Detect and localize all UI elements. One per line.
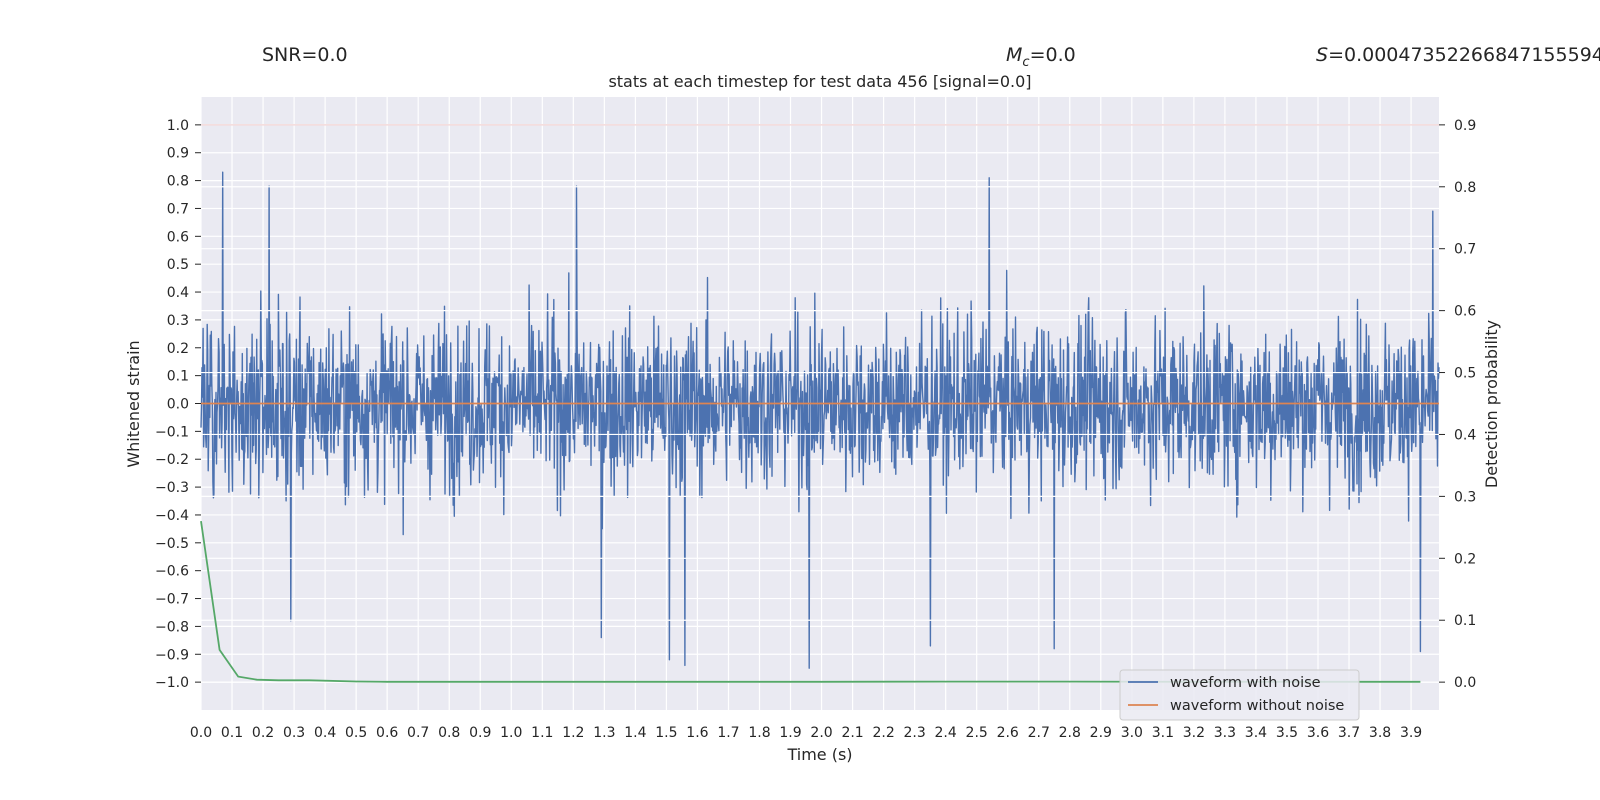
y-right-tick-label-2: 0.2 <box>1454 551 1476 567</box>
y-tick-label-0: −1.0 <box>155 675 189 691</box>
x-tick-label-20: 2.0 <box>810 725 832 741</box>
y-tick-label-14: 0.4 <box>167 285 189 301</box>
x-tick-label-12: 1.2 <box>562 725 584 741</box>
x-tick-label-23: 2.3 <box>904 725 926 741</box>
y-tick-label-9: −0.1 <box>155 424 189 440</box>
y-tick-label-19: 0.9 <box>167 146 189 162</box>
x-tick-labels: 0.0 0.1 0.2 0.3 0.4 0.5 0.6 0.7 0.8 0.9 1.0 1.1 1.2 1… <box>190 725 1422 741</box>
mc-label: Mc=0.0 <box>1006 44 1076 70</box>
y-right-tick-label-7: 0.7 <box>1454 242 1476 258</box>
y-right-tick-label-8: 0.8 <box>1454 180 1476 196</box>
y-right-tick-label-9: 0.9 <box>1454 118 1476 134</box>
x-axis-label: Time (s) <box>786 745 852 764</box>
x-tick-label-11: 1.1 <box>531 725 553 741</box>
x-tick-label-32: 3.2 <box>1183 725 1205 741</box>
x-tick-label-4: 0.4 <box>314 725 336 741</box>
mc-subscript: c <box>1022 55 1029 70</box>
y-tick-label-11: 0.1 <box>167 369 189 385</box>
y-tick-label-1: −0.9 <box>155 647 189 663</box>
x-tick-label-26: 2.6 <box>997 725 1019 741</box>
x-tick-label-14: 1.4 <box>624 725 646 741</box>
legend-label-waveform-with-noise: waveform with noise <box>1170 675 1321 691</box>
x-tick-label-13: 1.3 <box>593 725 615 741</box>
y-tick-label-13: 0.3 <box>167 313 189 329</box>
y-right-tick-labels: 0.0 0.1 0.2 0.3 0.4 0.5 0.6 0.7 0.8 0.9 <box>1439 118 1476 691</box>
y-tick-label-3: −0.7 <box>155 592 189 608</box>
y-tick-label-5: −0.5 <box>155 536 189 552</box>
right-axis-gridlines <box>201 124 1439 683</box>
x-tick-label-28: 2.8 <box>1059 725 1081 741</box>
x-tick-label-38: 3.8 <box>1369 725 1391 741</box>
x-tick-label-10: 1.0 <box>500 725 522 741</box>
x-tick-label-29: 2.9 <box>1090 725 1112 741</box>
x-tick-label-27: 2.7 <box>1028 725 1050 741</box>
y-tick-label-20: 1.0 <box>167 118 189 134</box>
y-tick-label-15: 0.5 <box>167 257 189 273</box>
x-tick-label-34: 3.4 <box>1245 725 1267 741</box>
y-tick-label-12: 0.2 <box>167 341 189 357</box>
y-right-tick-label-5: 0.5 <box>1454 366 1476 382</box>
x-tick-label-6: 0.6 <box>376 725 398 741</box>
x-tick-label-17: 1.7 <box>717 725 739 741</box>
x-tick-label-24: 2.4 <box>935 725 957 741</box>
s-symbol: S <box>1316 44 1328 66</box>
y-right-tick-label-0: 0.0 <box>1454 675 1476 691</box>
legend-label-waveform-without-noise: waveform without noise <box>1170 698 1344 714</box>
y-tick-label-16: 0.6 <box>167 229 189 245</box>
x-tick-label-1: 0.1 <box>221 725 243 741</box>
y-tick-label-6: −0.4 <box>155 508 189 524</box>
x-tick-label-8: 0.8 <box>438 725 460 741</box>
mc-symbol: M <box>1006 44 1022 66</box>
series-waveform-with-noise <box>200 171 1440 669</box>
y-tick-label-7: −0.3 <box>155 480 189 496</box>
y-tick-label-18: 0.8 <box>167 174 189 190</box>
y-tick-labels: −1.0 −0.9 −0.8 −0.7 −0.6 −0.5 −0.4 −0.3 −0.2 −0.1… <box>155 118 201 691</box>
y-tick-label-8: −0.2 <box>155 452 189 468</box>
x-tick-label-7: 0.7 <box>407 725 429 741</box>
y-right-tick-label-4: 0.4 <box>1454 427 1476 443</box>
x-tick-label-33: 3.3 <box>1214 725 1236 741</box>
x-tick-label-5: 0.5 <box>345 725 367 741</box>
y-right-axis-label: Detection probability <box>1482 320 1501 488</box>
x-tick-label-3: 0.3 <box>283 725 305 741</box>
x-tick-label-35: 3.5 <box>1276 725 1298 741</box>
y-tick-label-4: −0.6 <box>155 564 189 580</box>
snr-label: SNR=0.0 <box>262 44 348 66</box>
x-tick-label-22: 2.2 <box>872 725 894 741</box>
x-tick-label-19: 1.9 <box>779 725 801 741</box>
y-tick-label-10: 0.0 <box>167 397 189 413</box>
y-right-tick-label-3: 0.3 <box>1454 489 1476 505</box>
x-tick-label-2: 0.2 <box>252 725 274 741</box>
x-tick-label-39: 3.9 <box>1400 725 1422 741</box>
y-axis-label: Whitened strain <box>124 340 143 467</box>
y-gridlines <box>201 124 1439 683</box>
chart-title: stats at each timestep for test data 456… <box>608 72 1031 91</box>
mc-value: =0.0 <box>1030 44 1076 66</box>
legend-box <box>1119 669 1360 721</box>
x-tick-label-36: 3.6 <box>1307 725 1329 741</box>
x-tick-label-21: 2.1 <box>841 725 863 741</box>
x-tick-label-31: 3.1 <box>1152 725 1174 741</box>
x-tick-label-18: 1.8 <box>748 725 770 741</box>
x-tick-label-30: 3.0 <box>1121 725 1143 741</box>
s-label: S=0.00047352266847155594 <box>1316 44 1600 66</box>
legend: waveform with noise waveform without noi… <box>1119 669 1360 721</box>
x-tick-label-15: 1.5 <box>655 725 677 741</box>
y-right-tick-label-6: 0.6 <box>1454 304 1476 320</box>
x-tick-label-0: 0.0 <box>190 725 212 741</box>
y-tick-label-17: 0.7 <box>167 201 189 217</box>
x-tick-label-9: 0.9 <box>469 725 491 741</box>
y-tick-label-2: −0.8 <box>155 619 189 635</box>
s-value: =0.00047352266847155594 <box>1328 44 1600 66</box>
x-tick-label-25: 2.5 <box>966 725 988 741</box>
y-right-tick-label-1: 0.1 <box>1454 613 1476 629</box>
x-tick-label-37: 3.7 <box>1338 725 1360 741</box>
x-tick-label-16: 1.6 <box>686 725 708 741</box>
